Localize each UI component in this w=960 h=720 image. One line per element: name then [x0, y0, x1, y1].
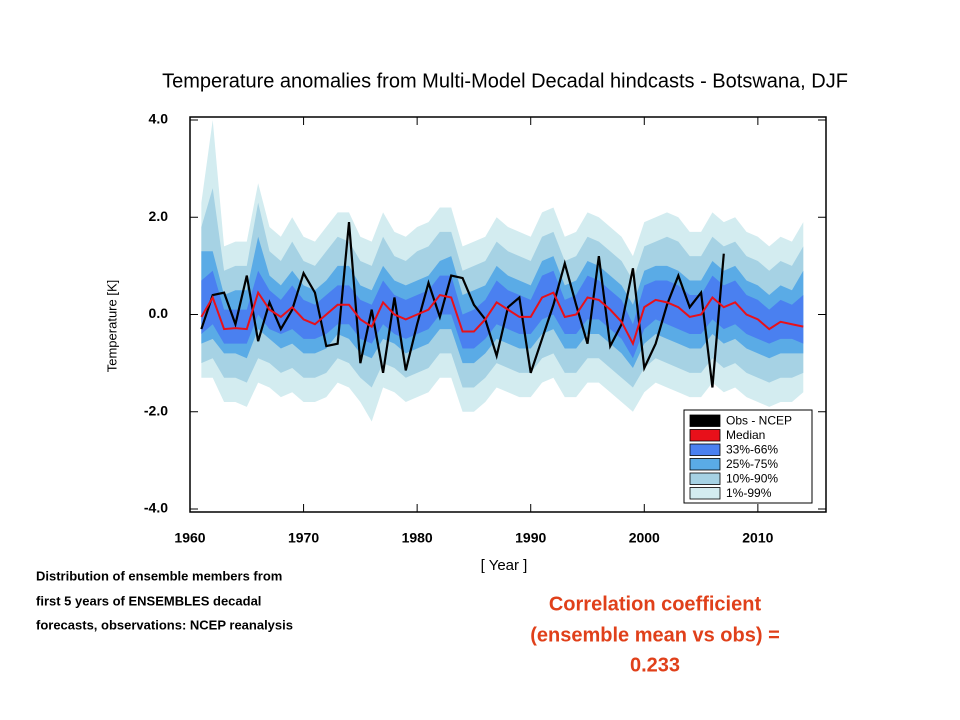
annotation-line: (ensemble mean vs obs) =: [530, 624, 780, 646]
legend-label: 33%-66%: [726, 442, 778, 456]
series-line: [200, 222, 725, 388]
legend: Obs - NCEPMedian33%-66%25%-75%10%-90%1%-…: [683, 409, 813, 504]
note-line: Distribution of ensemble members from: [36, 568, 282, 583]
note-line: forecasts, observations: NCEP reanalysis: [36, 617, 293, 632]
legend-label: Median: [726, 428, 765, 442]
y-tick-label: 0.0: [149, 305, 169, 321]
legend-swatch: [689, 472, 721, 485]
legend-label: Obs - NCEP: [726, 413, 792, 427]
legend-label: 25%-75%: [726, 457, 778, 471]
note: Distribution of ensemble members from fi…: [36, 568, 293, 632]
y-axis-label: Temperature [K]: [104, 280, 119, 373]
y-tick-label: -4.0: [144, 500, 168, 516]
legend-swatch: [689, 458, 721, 471]
x-tick-label: 2010: [742, 530, 773, 546]
annotation: Correlation coefficient (ensemble mean v…: [530, 593, 780, 676]
x-tick-label: 1970: [288, 530, 319, 546]
note-line: first 5 years of ENSEMBLES decadal: [36, 593, 261, 608]
x-tick-label: 1990: [515, 530, 546, 546]
x-axis-label: [ Year ]: [481, 557, 528, 574]
band-area: [201, 270, 804, 359]
legend-swatch: [689, 414, 721, 427]
y-tick-label: 2.0: [149, 208, 169, 224]
legend-swatch: [689, 443, 721, 456]
legend-label: 10%-90%: [726, 471, 778, 485]
legend-swatch: [689, 429, 721, 442]
chart-title: Temperature anomalies from Multi-Model D…: [162, 70, 848, 92]
x-tick-label: 2000: [629, 530, 660, 546]
annotation-line: 0.233: [630, 654, 680, 676]
y-tick-label: -2.0: [144, 402, 168, 418]
x-tick-label: 1960: [174, 530, 205, 546]
annotation-line: Correlation coefficient: [549, 593, 762, 615]
legend-label: 1%-99%: [726, 486, 772, 500]
series-line: [200, 290, 804, 347]
legend-swatch: [689, 487, 721, 500]
x-tick-label: 1980: [402, 530, 433, 546]
y-tick-label: 4.0: [149, 111, 169, 127]
